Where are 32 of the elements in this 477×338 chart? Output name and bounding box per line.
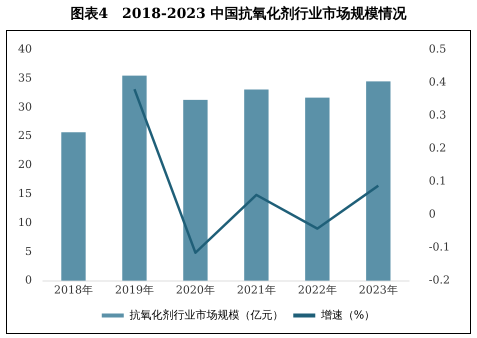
legend-label: 抗氧化剂行业市场规模（亿元） (129, 308, 284, 322)
y2-tick-label: 0.2 (428, 142, 446, 155)
x-tick-label: 2023年 (358, 283, 398, 296)
bar (244, 89, 269, 281)
legend-label: 增速（%） (320, 308, 376, 322)
y2-tick-label: 0.4 (428, 75, 446, 88)
y2-tick-label: 0.5 (428, 42, 446, 56)
y-tick-label: 10 (18, 216, 32, 229)
y-tick-label: 20 (18, 158, 32, 172)
y-tick-label: 25 (18, 129, 32, 142)
x-tick-label: 2019年 (114, 283, 154, 296)
x-tick-label: 2018年 (54, 283, 93, 296)
x-tick-label: 2020年 (176, 283, 215, 296)
bar (305, 98, 330, 281)
y2-tick-label: -0.2 (428, 274, 450, 287)
y2-tick-label: 0.3 (428, 108, 446, 122)
bar (366, 81, 390, 281)
y2-tick-label: 0.1 (428, 174, 446, 188)
y-tick-label: 40 (18, 42, 32, 56)
y2-tick-label: 0 (428, 208, 436, 221)
y-tick-label: 0 (24, 274, 32, 287)
bar (122, 76, 147, 281)
y2-tick-label: -0.1 (428, 240, 450, 254)
bar (61, 132, 86, 281)
x-tick-label: 2022年 (298, 283, 337, 296)
y-tick-label: 5 (24, 244, 32, 258)
y-tick-label: 30 (18, 100, 32, 114)
y-tick-label: 35 (18, 71, 32, 84)
bar (183, 100, 208, 281)
chart-title: 图表4 2018-2023 中国抗氧化剂行业市场规模情况 (69, 4, 408, 24)
x-tick-label: 2021年 (236, 283, 276, 296)
y-tick-label: 15 (18, 186, 32, 200)
